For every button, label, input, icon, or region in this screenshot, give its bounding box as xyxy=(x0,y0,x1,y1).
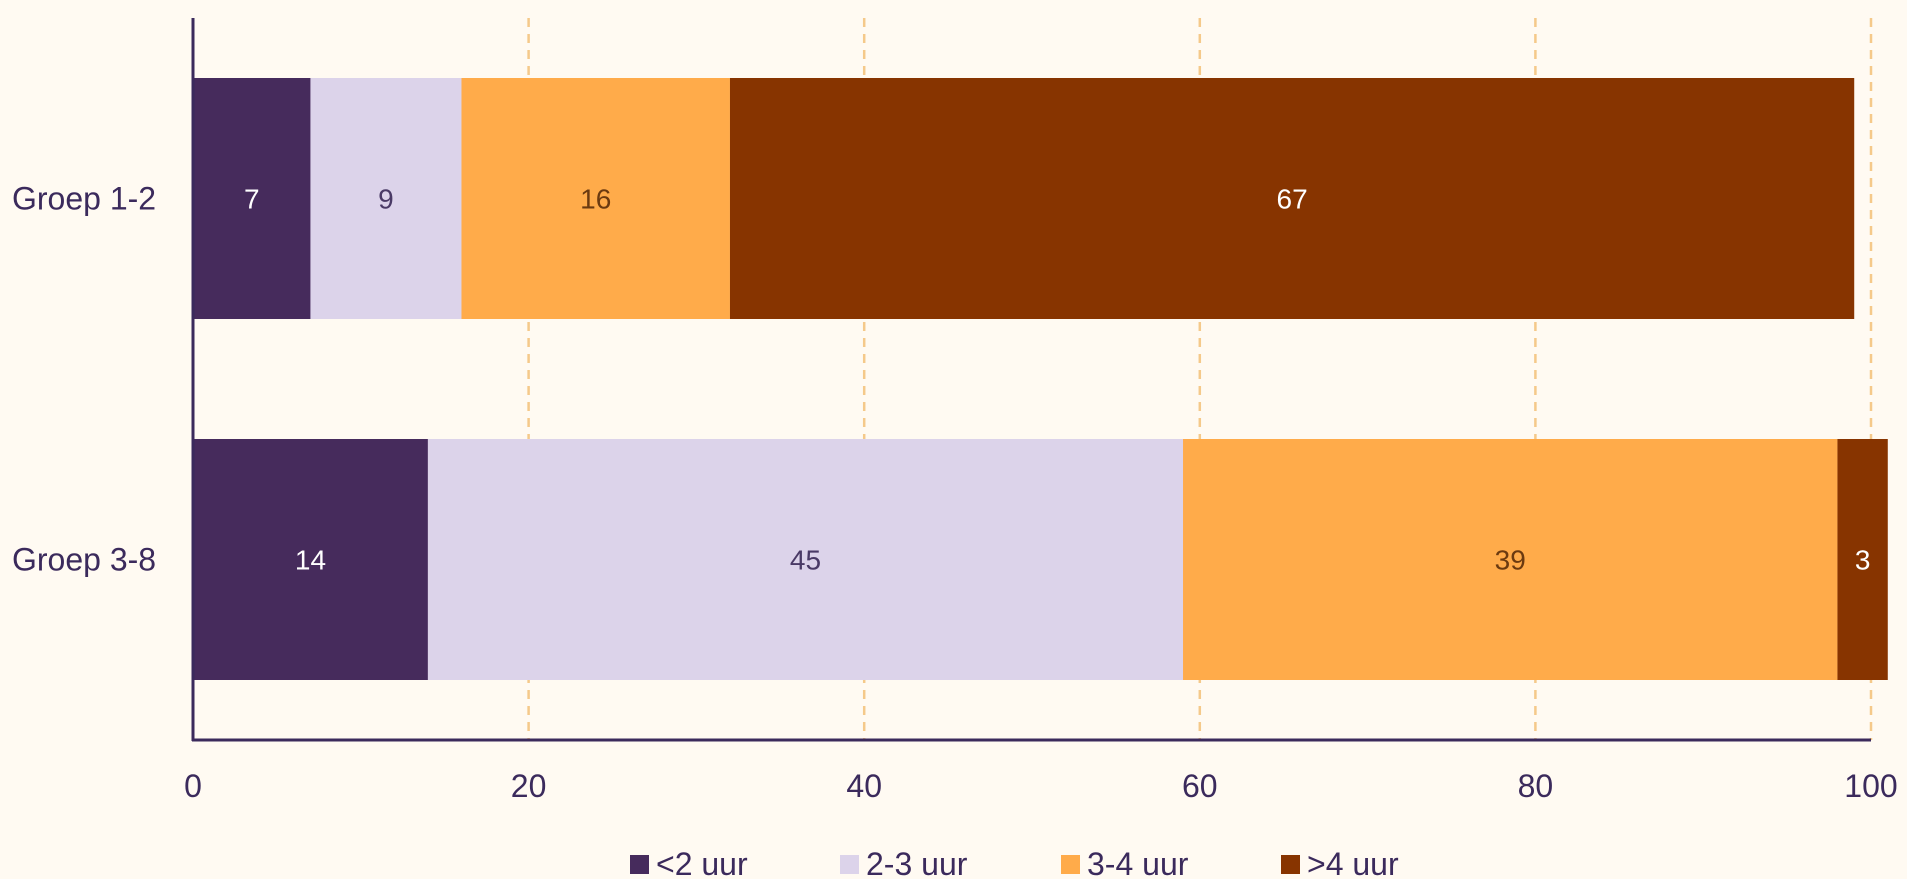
data-label-groep-1-2-3-4-uur: 16 xyxy=(580,184,611,215)
x-tick-label-0: 0 xyxy=(184,768,202,804)
data-label-groep-3-8-lt-2-uur: 14 xyxy=(295,545,326,576)
legend: <2 uur 2-3 uur 3-4 uur >4 uur xyxy=(630,846,1399,879)
x-tick-label-80: 80 xyxy=(1518,768,1554,804)
legend-swatch-lt-2-uur xyxy=(630,855,649,874)
data-label-groep-1-2-lt-2-uur: 7 xyxy=(244,184,260,215)
category-label-groep-1-2: Groep 1-2 xyxy=(12,181,156,217)
bar-groep-1-2-2-3-uur xyxy=(310,78,462,319)
bar-groep-1-2-3-4-uur xyxy=(461,78,730,319)
data-label-groep-1-2-gt-4-uur: 67 xyxy=(1277,184,1308,215)
x-tick-label-20: 20 xyxy=(511,768,547,804)
bar-groep-1-2-gt-4-uur xyxy=(729,78,1855,319)
bars: 7 9 16 67 14 45 39 3 xyxy=(193,78,1888,680)
bar-groep-3-8-3-4-uur xyxy=(1183,439,1838,680)
category-label-groep-3-8: Groep 3-8 xyxy=(12,542,156,578)
legend-label-3-4-uur: 3-4 uur xyxy=(1087,846,1189,879)
legend-swatch-3-4-uur xyxy=(1061,855,1080,874)
x-tick-label-40: 40 xyxy=(846,768,882,804)
legend-swatch-gt-4-uur xyxy=(1281,855,1300,874)
bar-groep-3-8-gt-4-uur xyxy=(1837,439,1888,680)
data-label-groep-3-8-2-3-uur: 45 xyxy=(790,545,821,576)
legend-label-gt-4-uur: >4 uur xyxy=(1307,846,1399,879)
data-label-groep-3-8-gt-4-uur: 3 xyxy=(1855,545,1871,576)
bar-groep-3-8-2-3-uur xyxy=(427,439,1184,680)
axes: Groep 1-2 Groep 3-8 0 20 40 60 80 100 xyxy=(12,18,1898,804)
data-label-groep-1-2-2-3-uur: 9 xyxy=(378,184,394,215)
legend-label-2-3-uur: 2-3 uur xyxy=(866,846,968,879)
data-label-groep-3-8-3-4-uur: 39 xyxy=(1495,545,1526,576)
x-tick-label-60: 60 xyxy=(1182,768,1218,804)
legend-label-lt-2-uur: <2 uur xyxy=(656,846,748,879)
bar-groep-3-8-lt-2-uur xyxy=(193,439,428,680)
x-tick-label-100: 100 xyxy=(1844,768,1897,804)
legend-swatch-2-3-uur xyxy=(840,855,859,874)
bar-groep-1-2-lt-2-uur xyxy=(193,78,311,319)
